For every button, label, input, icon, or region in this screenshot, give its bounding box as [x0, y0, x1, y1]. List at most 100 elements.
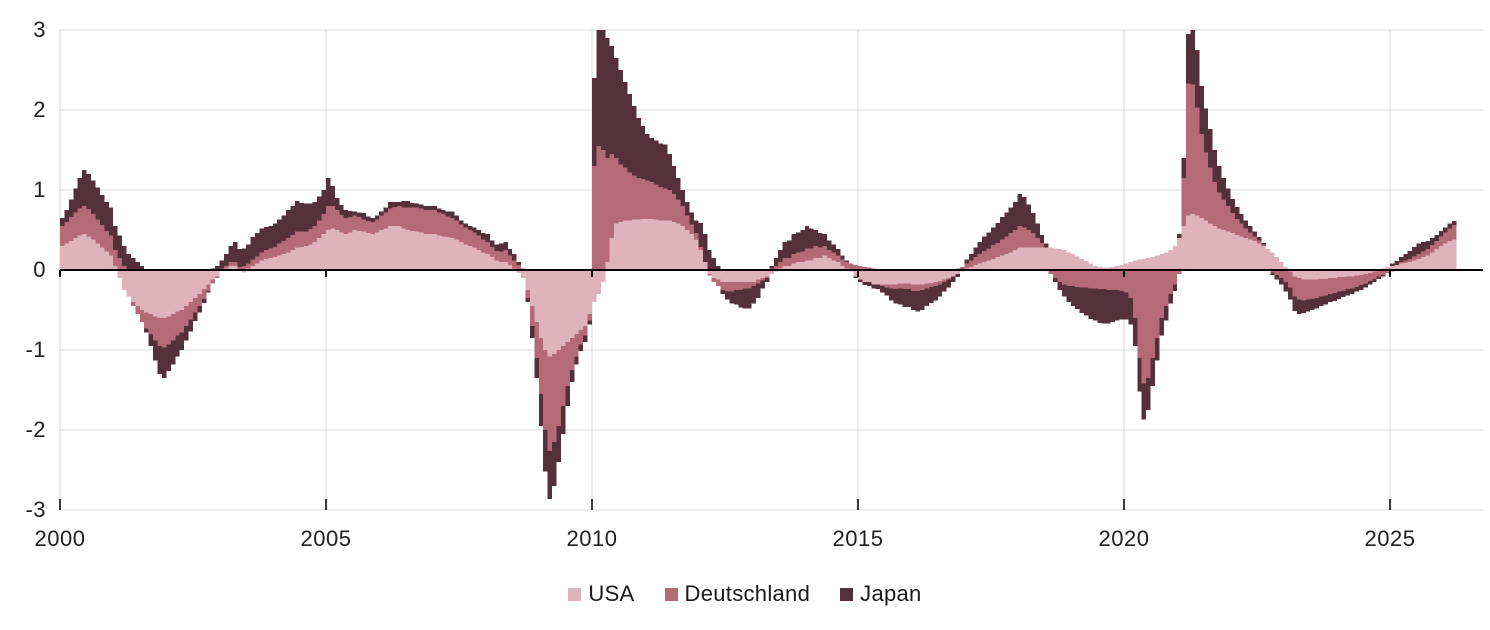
- bar-segment: [600, 30, 606, 150]
- bar-segment: [897, 283, 903, 289]
- bar-segment: [1279, 270, 1284, 278]
- bar-segment: [1172, 284, 1178, 291]
- bar-segment: [871, 284, 876, 289]
- bar-segment: [1230, 213, 1235, 234]
- bar-segment: [552, 270, 557, 354]
- bar-segment: [1070, 254, 1076, 270]
- bar-segment: [1181, 178, 1187, 226]
- bar-segment: [671, 194, 677, 222]
- bar-segment: [1296, 299, 1302, 314]
- bar-segment: [232, 262, 238, 266]
- bar-segment: [1212, 150, 1218, 182]
- bar-segment: [1066, 286, 1071, 302]
- y-tick-label: -3: [25, 497, 46, 522]
- bar-segment: [1288, 287, 1293, 300]
- bar-segment: [902, 283, 907, 290]
- bar-segment: [299, 246, 304, 270]
- bar-segment: [210, 279, 216, 284]
- bar-segment: [1137, 270, 1142, 358]
- bar-segment: [614, 158, 619, 224]
- bar-segment: [627, 172, 632, 221]
- bar-segment: [1194, 215, 1200, 270]
- bar-segment: [414, 207, 420, 232]
- bar-segment: [795, 252, 801, 262]
- bar-segment: [866, 267, 872, 270]
- bar-segment: [1336, 291, 1342, 299]
- bar-segment: [188, 302, 193, 320]
- legend-label: Japan: [860, 581, 922, 606]
- bar-segment: [1288, 271, 1293, 288]
- bar-segment: [1168, 270, 1173, 294]
- bar-segment: [982, 236, 987, 251]
- bar-segment: [982, 250, 987, 262]
- bar-segment: [1341, 290, 1346, 298]
- bar-segment: [764, 276, 770, 278]
- bar-segment: [383, 212, 389, 229]
- bar-segment: [1376, 270, 1382, 277]
- bar-segment: [937, 270, 943, 282]
- bar-segment: [1097, 289, 1102, 323]
- bar-segment: [844, 262, 850, 269]
- bar-segment: [787, 240, 792, 258]
- bar-segment: [1092, 266, 1098, 270]
- bar-segment: [396, 202, 402, 206]
- bar-segment: [272, 257, 278, 270]
- bar-segment: [370, 218, 375, 222]
- bar-segment: [507, 265, 513, 270]
- bar-segment: [1079, 258, 1085, 270]
- bar-segment: [858, 266, 863, 270]
- bar-segment: [1159, 254, 1164, 270]
- bar-segment: [317, 196, 322, 221]
- legend-swatch-icon: [840, 587, 854, 601]
- bar-segment: [534, 322, 539, 358]
- bar-segment: [445, 211, 451, 217]
- bar-segment: [1438, 246, 1444, 270]
- bar-segment: [880, 286, 885, 293]
- bar-segment: [844, 260, 850, 262]
- bar-segment: [1416, 243, 1422, 254]
- bar-segment: [1132, 318, 1138, 346]
- bar-segment: [711, 270, 717, 278]
- bar-segment: [1243, 238, 1249, 270]
- bar-segment: [782, 258, 788, 266]
- bar-segment: [1208, 129, 1213, 168]
- bar-segment: [148, 334, 154, 346]
- bar-segment: [680, 190, 686, 206]
- bar-segment: [1084, 270, 1089, 288]
- bar-segment: [1429, 252, 1435, 270]
- bar-segment: [1372, 271, 1377, 279]
- bar-segment: [117, 258, 123, 270]
- bar-segment: [658, 186, 663, 221]
- bar-segment: [1447, 228, 1453, 242]
- bar-segment: [144, 270, 149, 313]
- bar-segment: [680, 206, 686, 226]
- bar-segment: [1217, 192, 1222, 229]
- bar-segment: [197, 270, 202, 294]
- bar-segment: [1163, 306, 1169, 321]
- bar-segment: [339, 205, 344, 215]
- bar-segment: [419, 204, 424, 209]
- bar-segment: [1354, 275, 1359, 287]
- bar-segment: [1398, 263, 1404, 270]
- bar-segment: [1199, 218, 1204, 270]
- bar-segment: [68, 199, 74, 218]
- bar-segment: [1190, 30, 1195, 85]
- bar-segment: [924, 283, 929, 289]
- bar-segment: [1008, 252, 1014, 270]
- bar-segment: [82, 206, 87, 234]
- bar-segment: [547, 356, 553, 451]
- bar-segment: [139, 310, 145, 322]
- bar-segment: [352, 215, 358, 230]
- bar-segment: [1030, 247, 1036, 270]
- bar-segment: [148, 314, 154, 334]
- bar-segment: [1301, 270, 1306, 280]
- bar-segment: [1163, 252, 1169, 270]
- bar-segment: [689, 212, 694, 225]
- bar-segment: [955, 274, 960, 278]
- bar-segment: [166, 270, 171, 317]
- bar-segment: [1443, 243, 1448, 270]
- bar-segment: [552, 442, 557, 486]
- bar-segment: [1434, 249, 1439, 270]
- bar-segment: [968, 260, 974, 267]
- bar-segment: [1296, 278, 1302, 300]
